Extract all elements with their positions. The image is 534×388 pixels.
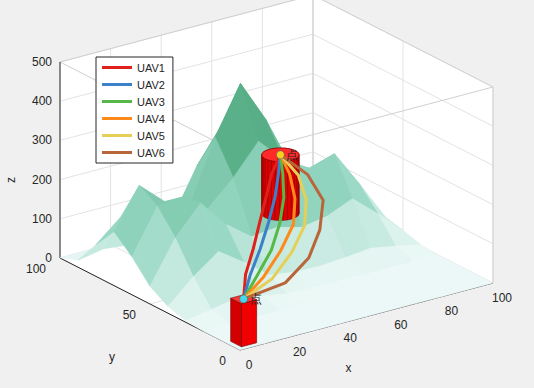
- svg-text:500: 500: [32, 55, 52, 69]
- svg-text:UAV5: UAV5: [137, 130, 165, 142]
- svg-text:0: 0: [45, 251, 52, 265]
- svg-text:点: 点: [286, 148, 298, 162]
- svg-text:x: x: [346, 361, 352, 375]
- svg-text:UAV3: UAV3: [137, 96, 165, 108]
- svg-text:UAV2: UAV2: [137, 79, 165, 91]
- svg-text:50: 50: [123, 308, 137, 322]
- svg-text:0: 0: [219, 354, 226, 368]
- svg-text:200: 200: [32, 173, 52, 187]
- svg-text:20: 20: [293, 345, 307, 359]
- svg-text:80: 80: [445, 304, 459, 318]
- svg-text:0: 0: [246, 358, 253, 372]
- svg-text:z: z: [4, 177, 18, 183]
- svg-text:UAV4: UAV4: [137, 113, 165, 125]
- svg-text:100: 100: [492, 291, 512, 305]
- svg-text:点: 点: [250, 292, 262, 306]
- svg-text:UAV1: UAV1: [137, 62, 165, 74]
- svg-text:40: 40: [344, 331, 358, 345]
- svg-text:y: y: [109, 350, 115, 364]
- svg-text:100: 100: [26, 262, 46, 276]
- svg-text:400: 400: [32, 94, 52, 108]
- svg-text:UAV6: UAV6: [137, 147, 165, 159]
- svg-text:300: 300: [32, 133, 52, 147]
- svg-text:100: 100: [32, 212, 52, 226]
- svg-text:60: 60: [394, 318, 408, 332]
